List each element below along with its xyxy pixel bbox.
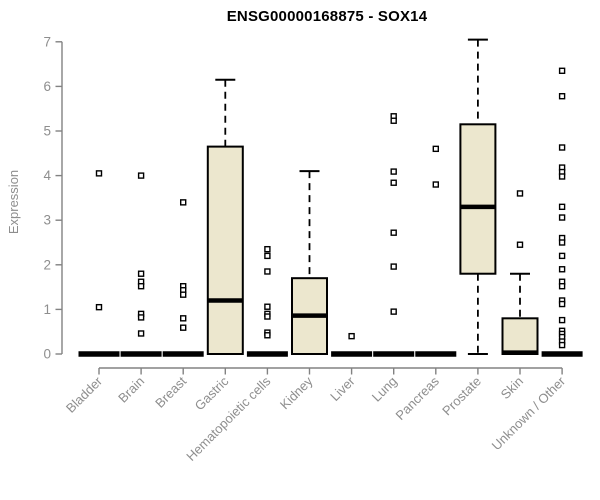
outlier-point <box>558 67 566 74</box>
outlier-point <box>264 252 271 260</box>
outlier-point <box>137 172 145 179</box>
y-tick-label: 6 <box>43 79 51 94</box>
y-tick-label: 1 <box>43 302 51 317</box>
x-tick-label: Kidney <box>277 373 316 412</box>
outlier-point <box>264 303 271 310</box>
box-iqr <box>501 317 539 356</box>
outlier-point <box>390 168 397 175</box>
outlier-point <box>558 173 566 180</box>
outlier-point <box>137 314 145 321</box>
x-tick-label: Unknown / Other <box>489 373 569 453</box>
y-tick-label: 2 <box>43 257 51 272</box>
box-iqr <box>459 123 497 275</box>
outlier-point <box>558 144 566 151</box>
outlier-point <box>558 93 566 100</box>
x-tick-label: Skin <box>498 374 526 402</box>
y-axis-label: Expression <box>6 169 21 235</box>
chart-title: ENSG00000168875 - SOX14 <box>226 8 428 25</box>
y-tick-label: 4 <box>43 168 51 183</box>
outlier-point <box>558 266 566 273</box>
outlier-point <box>390 229 397 236</box>
y-tick-label: 0 <box>43 347 51 362</box>
x-tick-label: Prostate <box>439 374 484 419</box>
outlier-point <box>516 241 524 248</box>
outlier-point <box>558 283 566 290</box>
x-tick-label: Lung <box>369 374 400 405</box>
x-tick-label: Breast <box>152 373 189 410</box>
outlier-point <box>516 190 524 197</box>
outlier-point <box>137 283 145 290</box>
outlier-point <box>390 308 397 315</box>
outlier-point <box>558 214 566 221</box>
outlier-point <box>348 332 355 340</box>
outlier-point <box>179 324 187 331</box>
outlier-point <box>432 145 439 153</box>
y-tick-label: 5 <box>43 124 51 139</box>
outlier-point <box>558 316 566 324</box>
outlier-point <box>95 303 103 311</box>
outlier-point <box>264 313 271 320</box>
x-tick-label: Gastric <box>192 373 232 413</box>
x-tick-label: Liver <box>327 373 358 404</box>
outlier-point <box>264 332 271 339</box>
x-tick-label: Pancreas <box>392 373 442 423</box>
x-tick-label: Bladder <box>63 373 106 416</box>
outlier-point <box>558 203 566 211</box>
outlier-point <box>558 239 566 246</box>
outlier-point <box>264 245 271 253</box>
outlier-point <box>390 179 397 186</box>
outlier-point <box>179 199 187 206</box>
outlier-point <box>137 270 145 277</box>
outlier-point <box>264 268 271 275</box>
outlier-point <box>179 291 187 298</box>
outlier-point <box>95 170 103 177</box>
y-tick-label: 3 <box>43 213 51 228</box>
outlier-point <box>432 181 439 188</box>
x-tick-label: Brain <box>115 374 147 406</box>
outlier-point <box>558 341 566 349</box>
outlier-point <box>558 300 566 308</box>
box-iqr <box>206 145 244 355</box>
outlier-point <box>390 263 397 270</box>
outlier-point <box>137 330 145 337</box>
y-tick-label: 7 <box>43 34 51 49</box>
outlier-point <box>558 252 566 260</box>
outlier-point <box>179 315 187 322</box>
outlier-point <box>390 117 397 124</box>
